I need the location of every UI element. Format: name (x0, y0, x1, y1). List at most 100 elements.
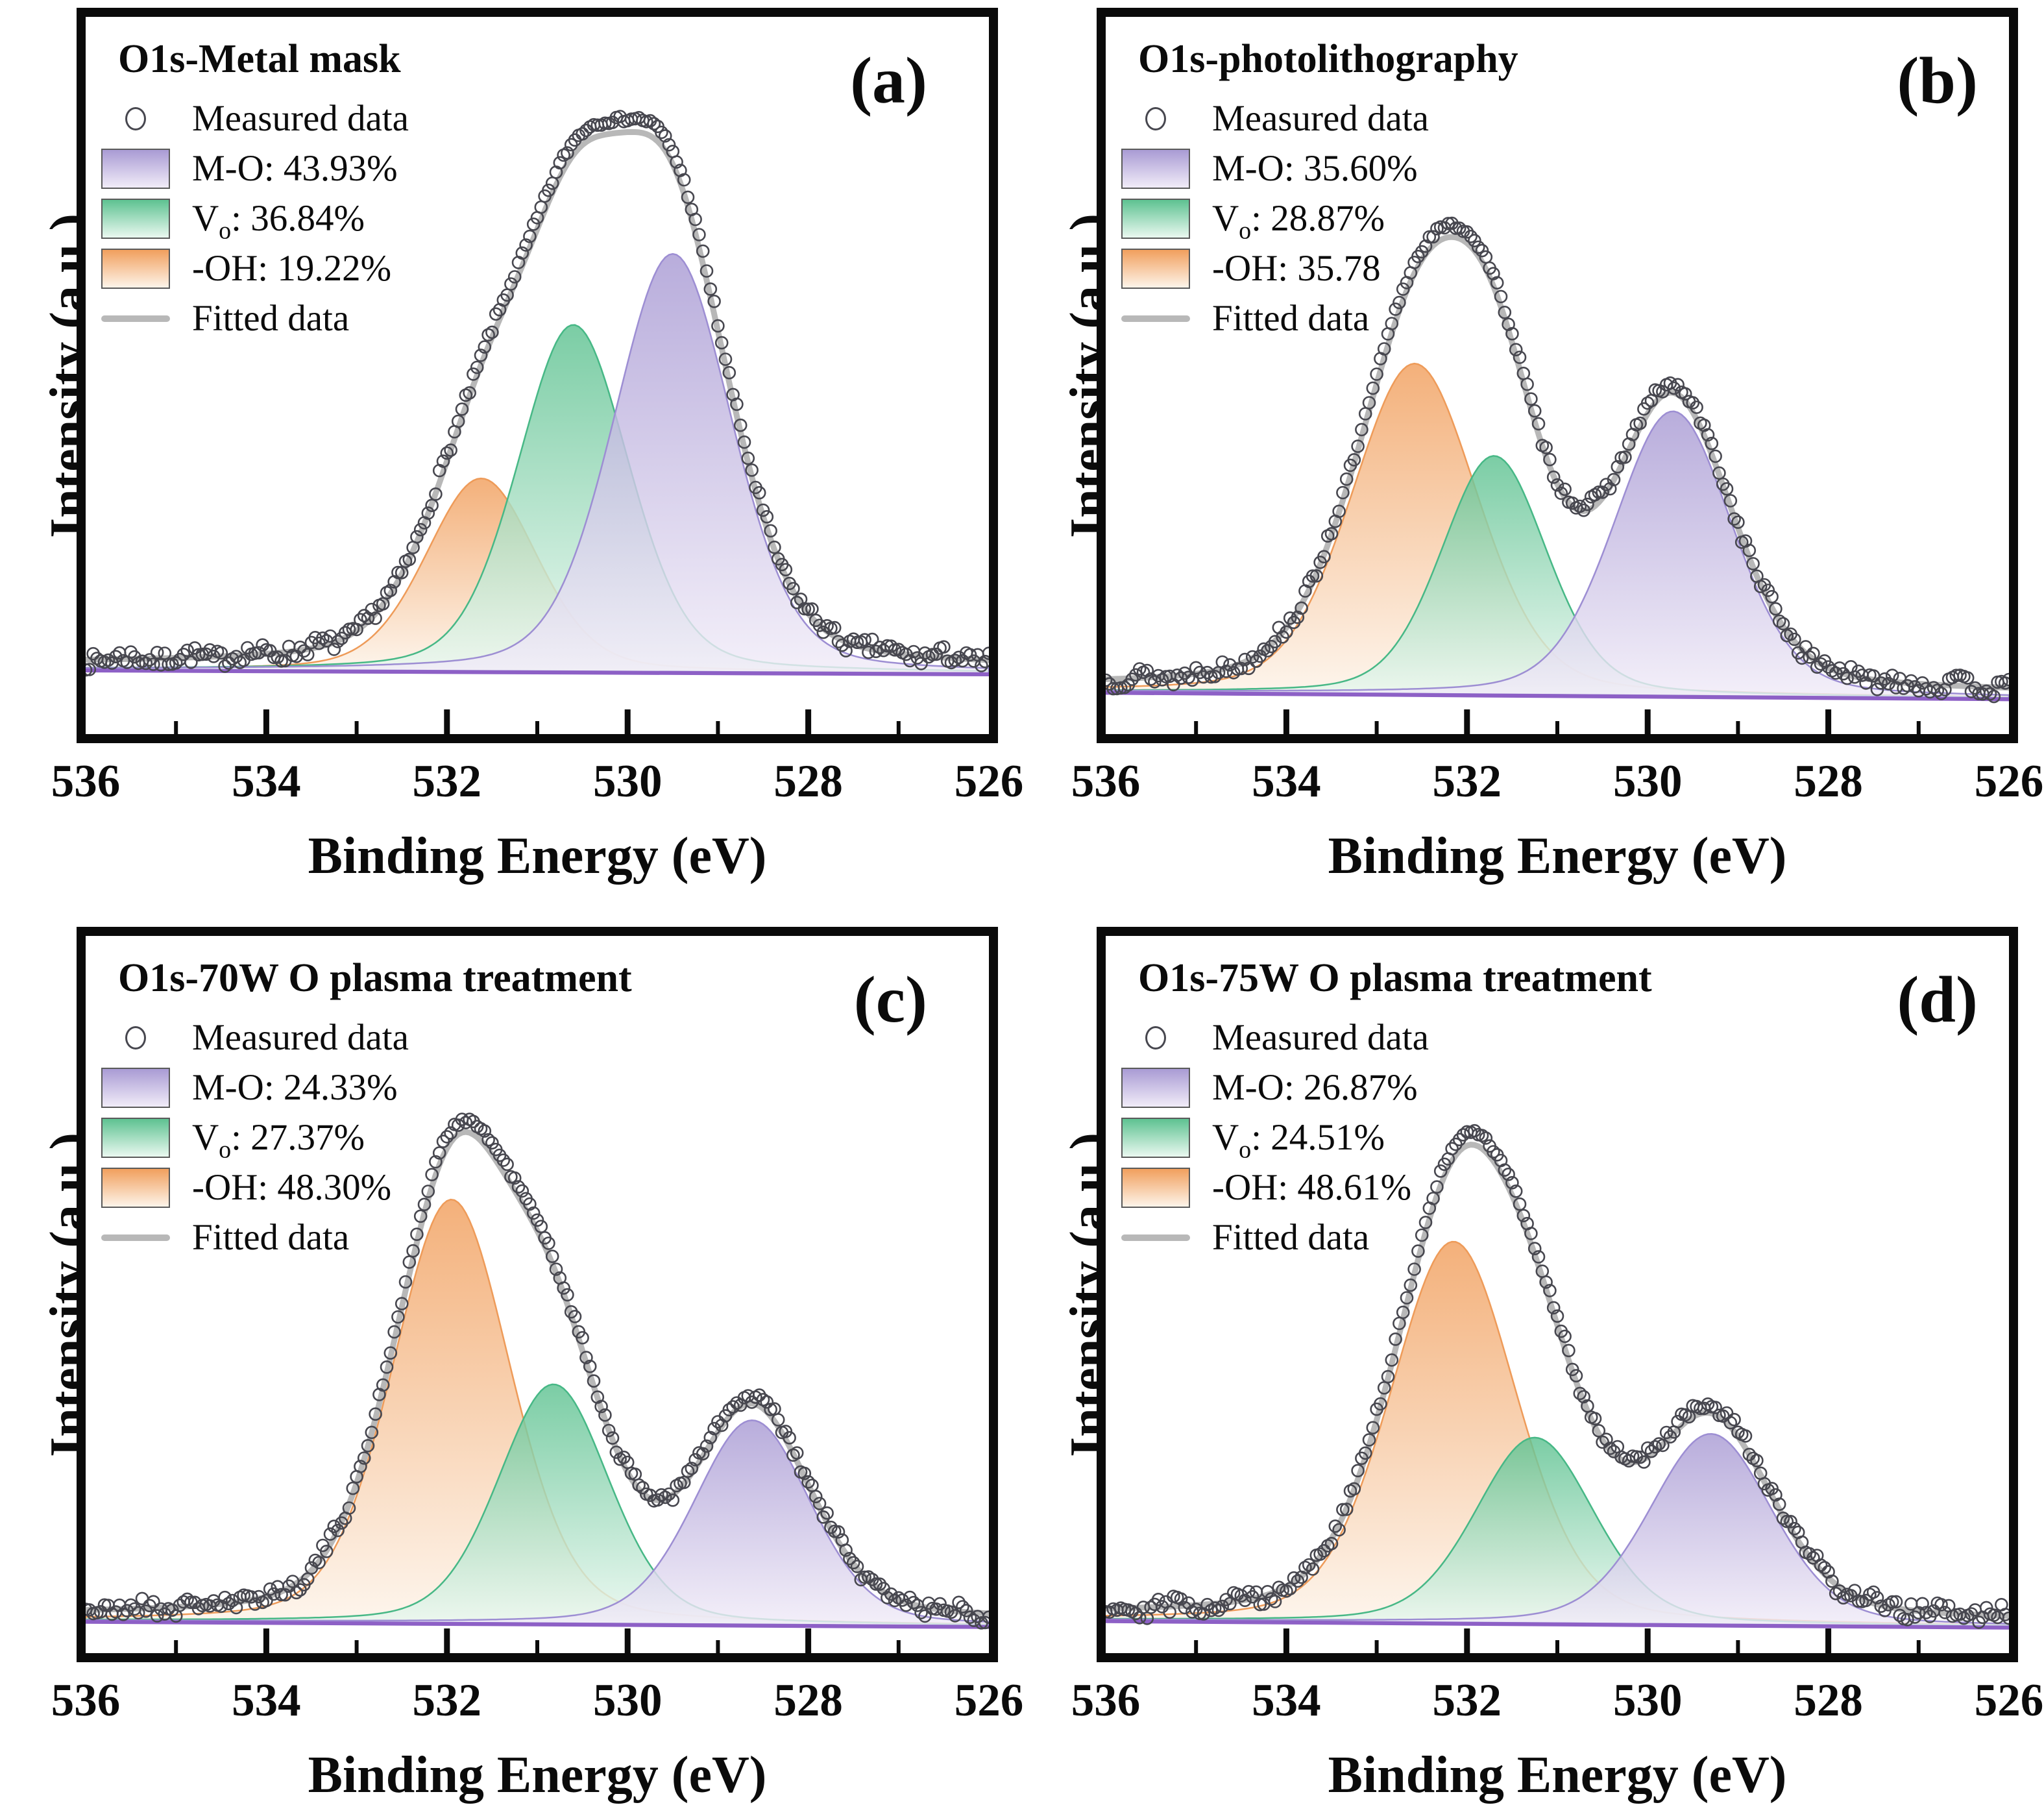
legend-swatch-green (101, 1117, 170, 1158)
legend-label: M-O: 35.60% (1212, 147, 1418, 190)
legend-label: M-O: 24.33% (192, 1066, 398, 1109)
legend-text-post: : 24.51% (1251, 1117, 1385, 1158)
measured-data-points (1106, 1124, 2009, 1629)
legend-text: Fitted data (1212, 298, 1370, 339)
legend-item: Fitted data (101, 293, 409, 343)
legend-text: -OH: 19.22% (192, 248, 392, 289)
legend-text: -OH: 35.78 (1212, 248, 1381, 289)
legend-swatch-purple (101, 1067, 170, 1108)
legend-key (1121, 1167, 1190, 1208)
panel-letter-label: (b) (1897, 44, 1978, 117)
panel-title: O1s-Metal mask (118, 37, 401, 81)
x-tick-labels: 536 534 532 530 528 526 (51, 1675, 1024, 1726)
legend-text: Fitted data (192, 298, 350, 339)
x-tick-label: 532 (412, 756, 482, 807)
plot-legend: Measured data M-O: 43.93% Vo: 36.84% -OH: 1… (101, 93, 409, 343)
baseline-line (1106, 691, 2009, 702)
legend-text-subscript: o (219, 217, 232, 245)
x-tick-label: 536 (1071, 756, 1141, 807)
x-tick-label: 532 (1432, 756, 1502, 807)
x-tick-label: 526 (1974, 756, 2044, 807)
panel-letter-label: (c) (853, 963, 927, 1037)
legend-label: M-O: 43.93% (192, 147, 398, 190)
legend-item: -OH: 48.30% (101, 1162, 409, 1212)
x-axis-label: Binding Energy (eV) (1328, 1747, 1787, 1804)
x-axis-ticks (1194, 709, 1921, 734)
legend-text: M-O: 35.60% (1212, 148, 1418, 189)
legend-label: -OH: 19.22% (192, 247, 391, 289)
x-tick-label: 528 (773, 756, 843, 807)
legend-text-post: : 27.37% (231, 1117, 365, 1158)
legend-text-pre: V (1212, 198, 1239, 239)
plot-box: O1s-Metal mask (a) Measured data M-O: 43.93… (77, 8, 998, 743)
fitted-line-icon (1121, 315, 1190, 322)
legend-key (1121, 106, 1190, 130)
legend-text: Measured data (192, 1017, 409, 1058)
x-tick-label: 532 (412, 1675, 482, 1726)
measured-data-points (86, 110, 989, 677)
x-tick-label: 530 (592, 1675, 663, 1726)
legend-item: Fitted data (1121, 293, 1429, 343)
legend-swatch-green (101, 198, 170, 239)
fitted-line-icon (101, 1234, 170, 1241)
panel-letter-label: (d) (1897, 963, 1978, 1037)
x-tick-label: 536 (51, 756, 121, 807)
x-axis-label: Binding Energy (eV) (308, 828, 767, 885)
legend-label: -OH: 48.30% (192, 1166, 391, 1209)
legend-swatch-purple (101, 148, 170, 189)
legend-text-post: : 28.87% (1251, 198, 1385, 239)
legend-item: Fitted data (101, 1212, 409, 1262)
plot-legend: Measured data M-O: 35.60% Vo: 28.87% -OH: 3… (1121, 93, 1429, 343)
baseline-line (86, 669, 989, 676)
legend-item: -OH: 35.78 (1121, 243, 1429, 293)
legend-key (1121, 1067, 1190, 1108)
x-tick-label: 534 (1252, 756, 1321, 807)
legend-text: Measured data (1212, 98, 1429, 139)
xps-panel-c: Intensity (a.u.) O1s-70W O plasma treatme… (40, 927, 1023, 1804)
legend-text: M-O: 24.33% (192, 1067, 398, 1108)
component-peak-MO (86, 252, 989, 674)
measured-data-points (86, 1112, 989, 1630)
legend-key (101, 1234, 170, 1241)
x-tick-labels: 536 534 532 530 528 526 (1071, 755, 2044, 807)
legend-label: Fitted data (192, 1216, 349, 1259)
legend-label: Vo: 36.84% (192, 197, 365, 243)
y-axis-label: Intensity (a.u.) (1024, 927, 1117, 1662)
legend-key (1121, 1234, 1190, 1241)
legend-label: Fitted data (1212, 1216, 1369, 1259)
legend-key (101, 1067, 170, 1108)
spectrum-plot (86, 1112, 989, 1653)
legend-key (1121, 148, 1190, 189)
legend-swatch-purple (1121, 1067, 1190, 1108)
legend-item: Vo: 36.84% (101, 193, 409, 243)
legend-key (101, 315, 170, 322)
legend-label: Vo: 24.51% (1212, 1116, 1385, 1162)
legend-item: Vo: 27.37% (101, 1112, 409, 1162)
x-tick-label: 536 (51, 1675, 121, 1726)
legend-text-pre: V (192, 198, 219, 239)
legend-key (1121, 248, 1190, 289)
x-tick-label: 534 (232, 1675, 301, 1726)
x-tick-label: 534 (1252, 1675, 1321, 1726)
legend-text: -OH: 48.61% (1212, 1167, 1412, 1208)
legend-text-pre: V (192, 1117, 219, 1158)
legend-key (101, 198, 170, 239)
legend-swatch-orange (1121, 248, 1190, 289)
legend-key (1121, 1117, 1190, 1158)
x-axis-ticks (1194, 1628, 1921, 1653)
legend-key (101, 1025, 170, 1050)
plot-box: O1s-70W O plasma treatment (c) Measured da… (77, 927, 998, 1662)
xps-panel-d: Intensity (a.u.) O1s-75W O plasma treatme… (1060, 927, 2043, 1804)
x-tick-label: 534 (232, 756, 301, 807)
measured-data-points (1106, 216, 2009, 704)
x-tick-label: 536 (1071, 1675, 1141, 1726)
legend-text: M-O: 43.93% (192, 148, 398, 189)
legend-label: Fitted data (192, 297, 349, 339)
legend-item: M-O: 35.60% (1121, 143, 1429, 193)
x-tick-label: 530 (592, 756, 663, 807)
x-axis-label: Binding Energy (eV) (308, 1747, 767, 1804)
legend-swatch-orange (101, 1167, 170, 1208)
legend-key (1121, 198, 1190, 239)
legend-text-subscript: o (1239, 1136, 1252, 1164)
legend-label: -OH: 48.61% (1212, 1166, 1411, 1209)
